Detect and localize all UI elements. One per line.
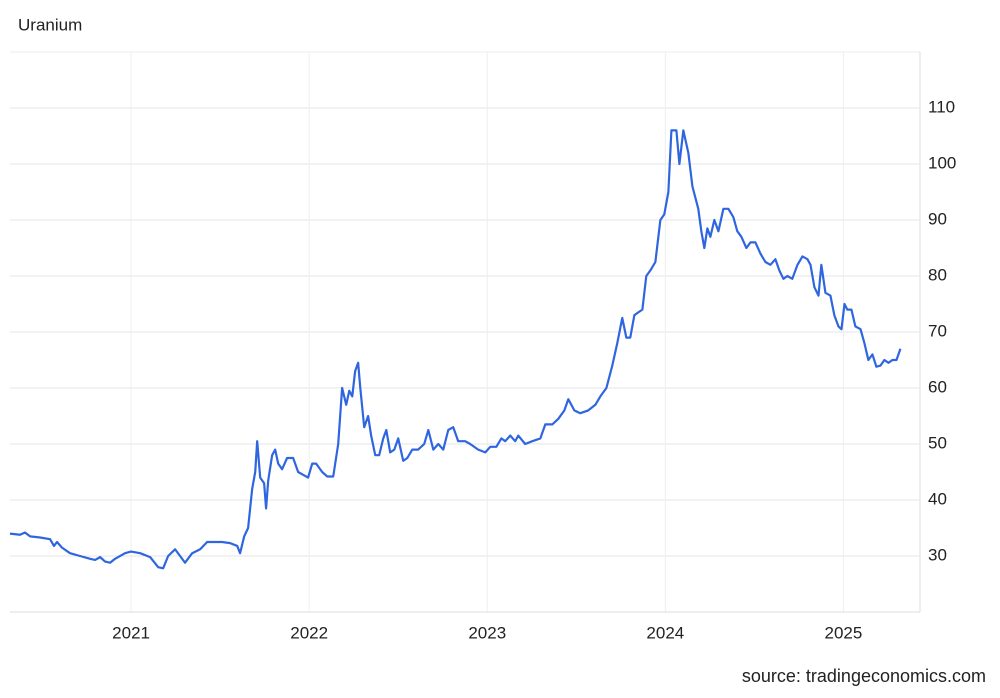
y-tick-label: 70 <box>928 321 947 340</box>
chart-title: Uranium <box>18 15 82 34</box>
y-tick-label: 110 <box>928 97 955 116</box>
y-tick-label: 80 <box>928 265 947 284</box>
y-tick-label: 100 <box>928 153 956 172</box>
y-tick-label: 40 <box>928 489 947 508</box>
y-tick-label: 90 <box>928 209 947 228</box>
x-tick-label: 2021 <box>112 623 150 642</box>
x-tick-label: 2023 <box>468 623 506 642</box>
price-line <box>9 129 902 570</box>
source-note: source: tradingeconomics.com <box>742 666 986 686</box>
x-tick-label: 2024 <box>646 623 684 642</box>
x-tick-label: 2025 <box>825 623 863 642</box>
y-tick-label: 50 <box>928 433 947 452</box>
x-tick-label: 2022 <box>290 623 328 642</box>
y-tick-label: 60 <box>928 377 947 396</box>
y-tick-label: 30 <box>928 545 947 564</box>
